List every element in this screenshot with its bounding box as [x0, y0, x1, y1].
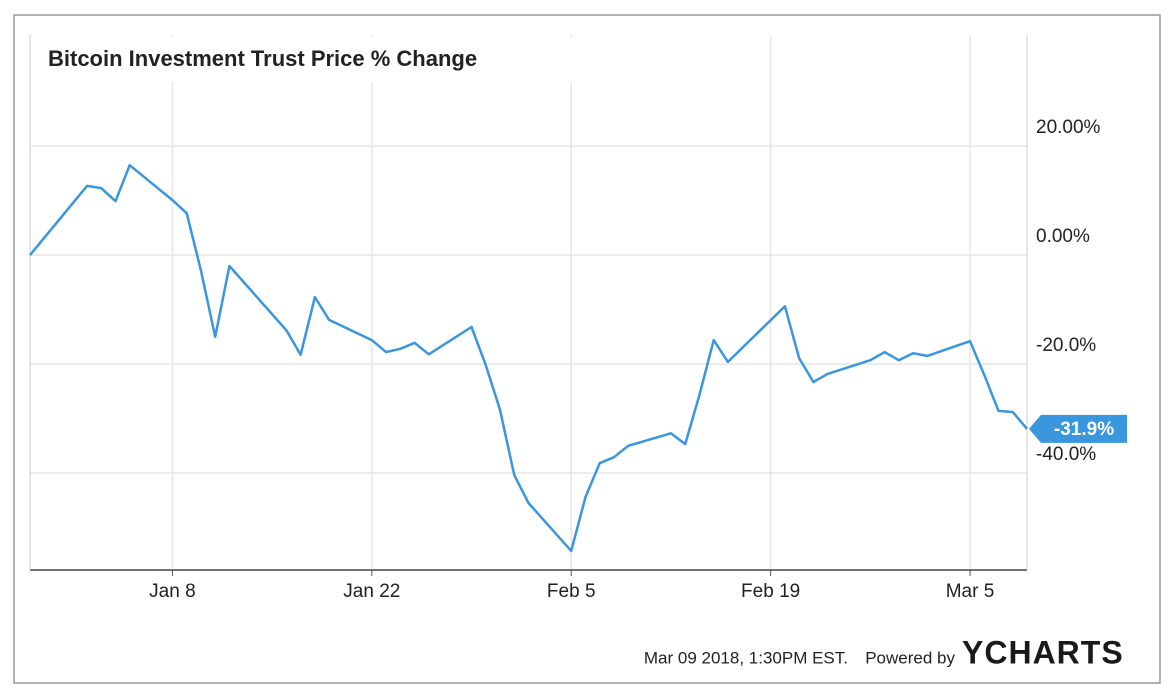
- x-tick-label: Jan 8: [149, 581, 195, 602]
- title-box: [32, 37, 577, 82]
- y-tick-label: 0.00%: [1036, 226, 1090, 247]
- value-tag: [1029, 414, 1127, 443]
- y-tick-label: -40.0%: [1036, 444, 1096, 465]
- value-label: -31.9%: [1054, 419, 1114, 440]
- chart-title: Bitcoin Investment Trust Price % Change: [48, 46, 477, 71]
- brand-logo: YCHARTS: [962, 634, 1124, 670]
- source-note: Mar 09 2018, 1:30PM EST.: [644, 648, 848, 667]
- data-line: [29, 163, 1028, 553]
- y-tick-label: -20.0%: [1036, 335, 1096, 356]
- x-tick-label: Feb 19: [741, 581, 800, 602]
- frame: [13, 14, 1161, 684]
- x-tick-label: Jan 22: [343, 581, 400, 602]
- credit: Powered by: [865, 648, 955, 667]
- x-tick-label: Feb 5: [547, 581, 596, 602]
- y-tick-label: 20.00%: [1036, 117, 1101, 138]
- x-tick-label: Mar 5: [946, 581, 995, 602]
